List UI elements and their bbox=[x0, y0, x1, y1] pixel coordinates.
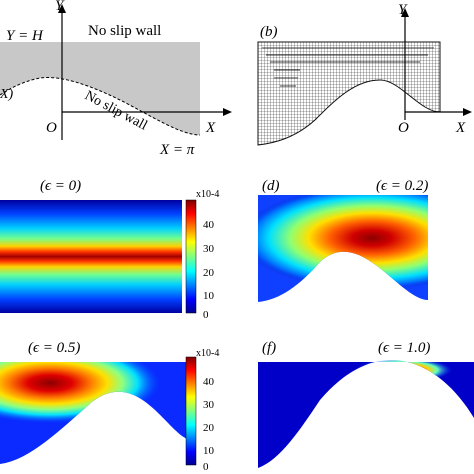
top-wall-label: No slip wall bbox=[88, 23, 161, 39]
mesh-domain bbox=[257, 41, 441, 146]
colorbar-e-tick: 20 bbox=[203, 422, 215, 434]
colorbar-c bbox=[185, 199, 197, 314]
x-axis-arrow bbox=[223, 108, 232, 116]
colorbar-c-tick: 10 bbox=[203, 290, 215, 302]
colorbar-e bbox=[185, 356, 197, 466]
colorbar-c-tick: 20 bbox=[203, 267, 215, 279]
panel-d-tag: (d) bbox=[262, 178, 280, 194]
colorbar-e-tick: 40 bbox=[203, 376, 215, 388]
y-eq-h-label: Y = H bbox=[6, 28, 44, 44]
a-x-axis-label: X bbox=[205, 120, 216, 136]
panel-e: (ϵ = 0.5) x10-4 40 30 20 10 0 bbox=[0, 340, 219, 473]
panel-d: (d) (ϵ = 0.2) bbox=[258, 178, 428, 302]
x-eq-pi-label: X = π bbox=[159, 142, 195, 158]
fluid-domain bbox=[0, 42, 200, 135]
b-y-axis-label: Y bbox=[398, 2, 408, 18]
a-origin-label: O bbox=[46, 120, 57, 136]
colorbar-c-exponent: x10-4 bbox=[196, 189, 219, 200]
contour-f-background bbox=[258, 362, 474, 468]
colorbar-e-tick: 10 bbox=[203, 445, 215, 457]
panel-b: (b) Y X O bbox=[257, 2, 472, 146]
panel-d-title: (ϵ = 0.2) bbox=[376, 178, 428, 194]
colorbar-c-ticks: 40 30 20 10 0 bbox=[203, 219, 215, 321]
colorbar-e-tick: 0 bbox=[203, 461, 209, 473]
colorbar-e-ticks: 40 30 20 10 0 bbox=[203, 376, 215, 473]
panel-f: (f) (ϵ = 1.0) bbox=[258, 340, 474, 468]
colorbar-e-tick: 30 bbox=[203, 399, 215, 411]
y-axis-arrow bbox=[58, 4, 66, 13]
panel-e-title: (ϵ = 0.5) bbox=[28, 340, 80, 356]
bottom-wall-curve bbox=[0, 76, 201, 136]
b-x-axis-label: X bbox=[455, 120, 466, 136]
b-origin-label: O bbox=[398, 120, 409, 136]
colorbar-c-tick: 30 bbox=[203, 243, 215, 255]
panel-f-tag: (f) bbox=[262, 340, 276, 356]
panel-f-title: (ϵ = 1.0) bbox=[378, 340, 430, 356]
mesh-inner-lines bbox=[262, 47, 434, 87]
b-y-axis-arrow bbox=[401, 8, 409, 17]
contour-c bbox=[0, 200, 182, 313]
colorbar-c-tick: 40 bbox=[203, 219, 215, 231]
cut-label: X) bbox=[0, 87, 14, 102]
colorbar-e-exponent: x10-4 bbox=[196, 348, 219, 359]
b-x-axis-arrow bbox=[463, 108, 472, 116]
panel-a: Y = H No slip wall No slip wall Y X O X … bbox=[0, 0, 232, 158]
contour-f-hotspot bbox=[356, 359, 452, 382]
panel-c-title: (ϵ = 0) bbox=[40, 178, 81, 194]
a-y-axis-label: Y bbox=[55, 0, 65, 14]
contour-d-hotspot bbox=[258, 195, 428, 290]
panel-c: (ϵ = 0) x10-4 40 30 20 10 0 bbox=[0, 178, 219, 321]
colorbar-c-tick: 0 bbox=[203, 309, 209, 321]
panel-b-tag: (b) bbox=[260, 24, 278, 40]
